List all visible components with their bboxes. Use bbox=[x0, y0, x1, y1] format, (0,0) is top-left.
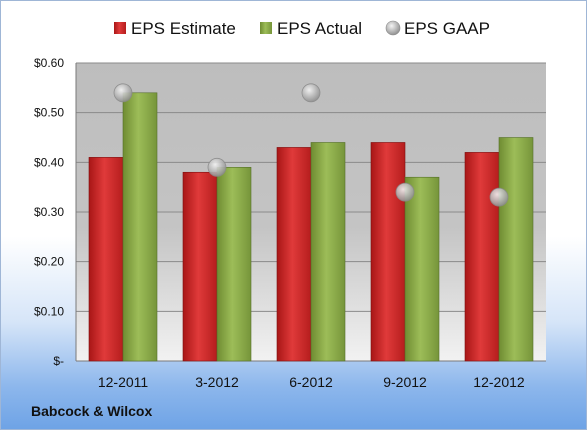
x-tick-label: 3-2012 bbox=[195, 374, 239, 390]
x-tick-label: 6-2012 bbox=[289, 374, 333, 390]
legend-marker bbox=[385, 20, 401, 36]
bar-eps-actual bbox=[404, 176, 440, 362]
bar-eps-estimate bbox=[276, 147, 312, 362]
y-tick-label: $0.10 bbox=[34, 304, 64, 318]
y-tick-label: $0.20 bbox=[34, 255, 64, 269]
y-tick-label: $0.60 bbox=[34, 56, 64, 70]
legend-label: EPS GAAP bbox=[404, 19, 490, 38]
y-tick-label: $0.50 bbox=[34, 106, 64, 120]
marker-eps-gaap bbox=[207, 157, 227, 177]
legend-label: EPS Actual bbox=[277, 19, 362, 38]
legend: EPS Estimate EPS Actual EPS GAAP bbox=[114, 19, 490, 38]
y-tick-label: $0.40 bbox=[34, 155, 64, 169]
legend-label: EPS Estimate bbox=[131, 19, 236, 38]
bar-eps-actual bbox=[122, 92, 158, 362]
bar-eps-actual bbox=[216, 167, 252, 362]
bar-eps-estimate bbox=[370, 142, 406, 362]
bar-eps-actual bbox=[310, 142, 346, 362]
y-tick-label: $0.30 bbox=[34, 205, 64, 219]
bar-eps-estimate bbox=[464, 152, 500, 362]
x-tick-label: 12-2012 bbox=[473, 374, 525, 390]
legend-item: EPS Actual bbox=[260, 19, 362, 38]
marker-eps-gaap bbox=[395, 182, 415, 202]
bar-eps-estimate bbox=[88, 157, 124, 362]
marker-eps-gaap bbox=[301, 83, 321, 103]
y-tick-label: $- bbox=[53, 354, 64, 368]
legend-item: EPS Estimate bbox=[114, 19, 236, 38]
company-label: Babcock & Wilcox bbox=[31, 403, 153, 419]
plot-area: $- $0.10 $0.20 $0.30 $0.40 $0.50 $0.60 12-2011 3… bbox=[34, 56, 546, 390]
bar-eps-actual bbox=[498, 137, 534, 362]
legend-swatch bbox=[114, 22, 126, 34]
marker-eps-gaap bbox=[489, 187, 509, 207]
legend-item: EPS GAAP bbox=[385, 19, 490, 38]
x-tick-label: 12-2011 bbox=[98, 374, 149, 390]
x-tick-label: 9-2012 bbox=[383, 374, 427, 390]
bar-eps-estimate bbox=[182, 171, 218, 362]
marker-eps-gaap bbox=[113, 83, 133, 103]
legend-swatch bbox=[260, 22, 272, 34]
